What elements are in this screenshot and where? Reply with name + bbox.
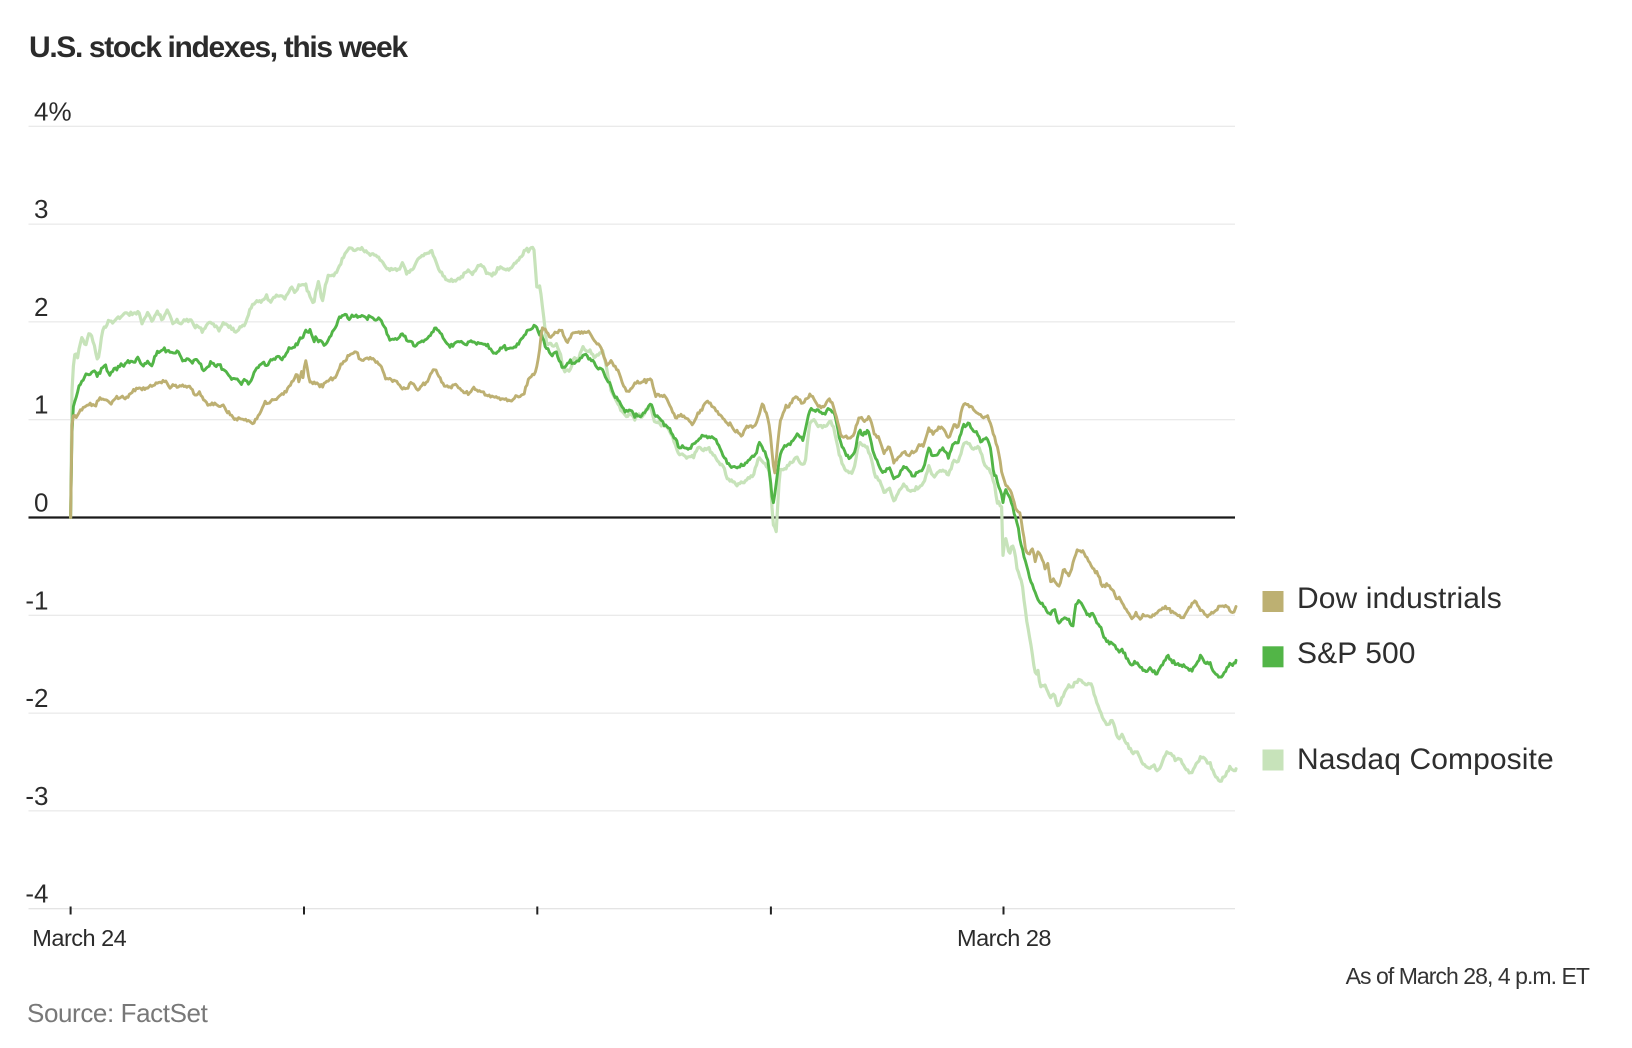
svg-text:March 24: March 24 [32, 925, 126, 951]
svg-text:-4: -4 [25, 879, 48, 909]
svg-text:2: 2 [34, 292, 48, 322]
svg-text:1: 1 [34, 390, 48, 420]
svg-text:March 28: March 28 [957, 925, 1051, 951]
svg-text:3: 3 [34, 194, 48, 224]
svg-text:-2: -2 [25, 683, 48, 713]
svg-text:%: % [49, 96, 72, 126]
svg-text:4: 4 [34, 96, 48, 126]
svg-text:0: 0 [34, 488, 48, 518]
svg-text:-3: -3 [25, 781, 48, 811]
svg-text:-1: -1 [25, 585, 48, 615]
